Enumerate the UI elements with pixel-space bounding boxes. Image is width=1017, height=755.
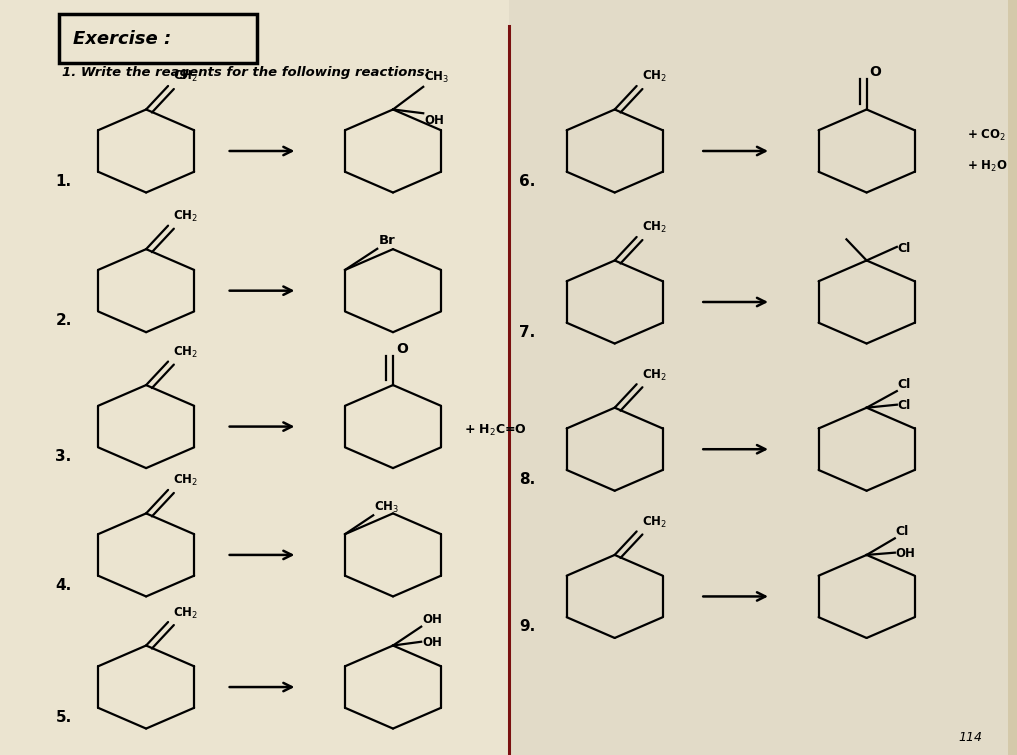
Text: OH: OH	[424, 114, 444, 127]
Text: 7.: 7.	[519, 325, 535, 340]
Text: CH$_2$: CH$_2$	[642, 69, 667, 85]
Bar	[0, 0, 508, 755]
Text: Cl: Cl	[896, 525, 909, 538]
Text: Br: Br	[378, 234, 395, 248]
Text: + H$_2$C=O: + H$_2$C=O	[464, 423, 527, 438]
Text: 9.: 9.	[519, 619, 535, 634]
Text: CH$_2$: CH$_2$	[642, 220, 667, 236]
Text: OH: OH	[896, 547, 915, 560]
Text: O: O	[396, 342, 408, 356]
Text: Exercise :: Exercise :	[72, 29, 171, 48]
Text: 1. Write the reagents for the following reactions:: 1. Write the reagents for the following …	[62, 66, 430, 79]
Text: + H$_2$O: + H$_2$O	[967, 159, 1008, 174]
Text: Cl: Cl	[898, 242, 911, 255]
Text: Cl: Cl	[898, 399, 911, 412]
Text: OH: OH	[422, 636, 442, 649]
Text: Cl: Cl	[898, 378, 911, 391]
Text: CH$_2$: CH$_2$	[173, 606, 198, 621]
Text: 1.: 1.	[55, 174, 71, 189]
Text: CH$_2$: CH$_2$	[642, 368, 667, 383]
Text: CH$_2$: CH$_2$	[642, 515, 667, 530]
Text: CH$_3$: CH$_3$	[424, 69, 450, 85]
Text: 5.: 5.	[55, 710, 71, 725]
Text: CH$_2$: CH$_2$	[173, 209, 198, 224]
Text: + CO$_2$: + CO$_2$	[967, 128, 1007, 143]
Text: 6.: 6.	[519, 174, 535, 189]
Text: CH$_2$: CH$_2$	[173, 69, 198, 85]
Text: 2.: 2.	[55, 313, 72, 328]
Text: O: O	[870, 65, 882, 79]
Text: CH$_2$: CH$_2$	[173, 473, 198, 488]
Text: CH$_2$: CH$_2$	[173, 345, 198, 360]
Text: 4.: 4.	[55, 578, 71, 593]
Text: 114: 114	[958, 731, 982, 744]
Text: 8.: 8.	[519, 472, 535, 487]
Text: 3.: 3.	[55, 449, 71, 464]
Text: CH$_3$: CH$_3$	[374, 500, 400, 515]
FancyBboxPatch shape	[59, 14, 257, 63]
Text: OH: OH	[422, 613, 442, 626]
Bar	[508, 0, 1008, 755]
